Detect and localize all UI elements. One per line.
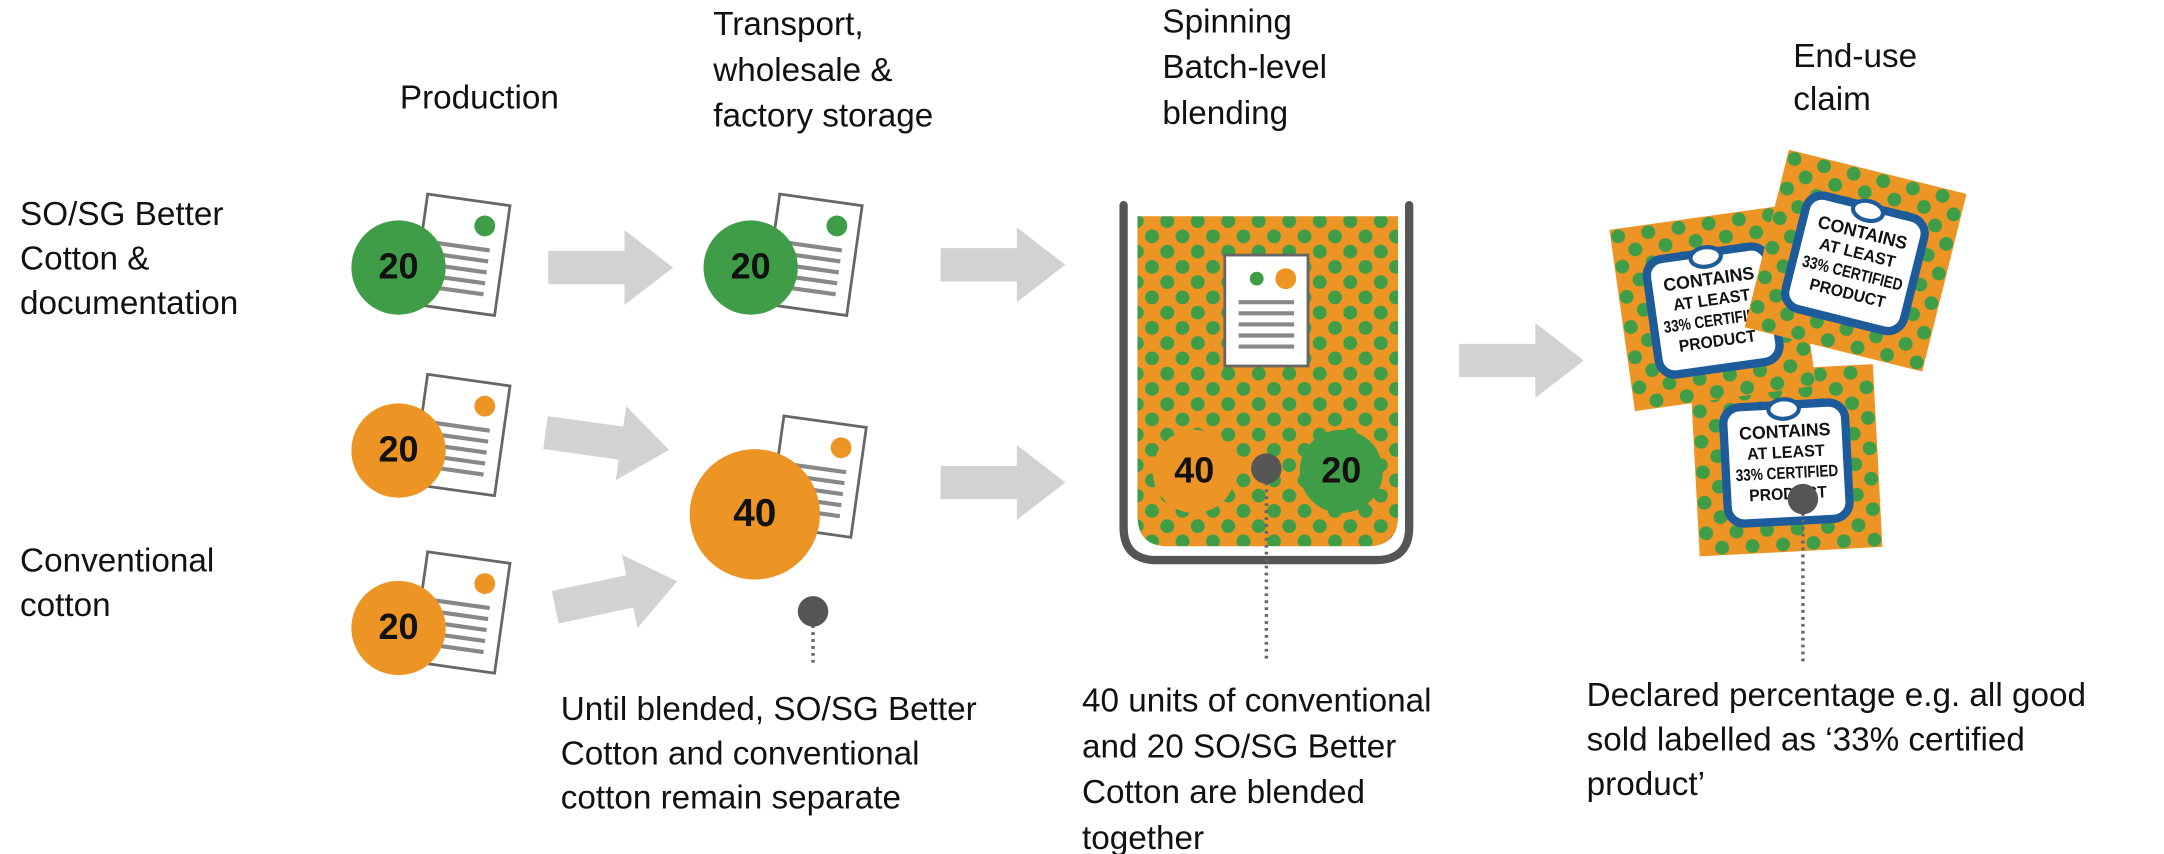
document-dot <box>1275 268 1296 289</box>
badge-number: 20 <box>731 245 771 286</box>
caption: 40 units of conventional <box>1082 683 1432 720</box>
arrow <box>547 545 685 644</box>
pointer-dot <box>1788 484 1819 514</box>
document-dot <box>1250 272 1264 286</box>
row-label: documentation <box>20 285 238 322</box>
column-header: End-use <box>1793 38 1917 75</box>
arrow <box>1459 323 1584 398</box>
caption: sold labelled as ‘33% certified <box>1587 721 2025 758</box>
label-text: AT LEAST <box>1747 441 1826 464</box>
label-logo <box>1768 399 1799 420</box>
badge-number: 20 <box>378 245 418 286</box>
badge-number: 40 <box>1174 449 1214 490</box>
caption: product’ <box>1587 766 1705 803</box>
document <box>1225 255 1308 366</box>
column-subheader: Batch-level <box>1162 49 1327 86</box>
badge-number: 20 <box>378 606 418 647</box>
badge-number: 40 <box>733 492 776 535</box>
pointer-dot <box>798 596 829 627</box>
arrow <box>941 445 1066 520</box>
column-subheader: blending <box>1162 95 1288 132</box>
column-header: claim <box>1793 81 1871 118</box>
row-label: cotton <box>20 587 111 624</box>
column-header: Production <box>400 80 559 117</box>
row-label: Cotton & <box>20 240 149 277</box>
column-header: Spinning <box>1162 3 1291 40</box>
arrow <box>540 395 674 487</box>
column-header: Transport, <box>713 6 863 43</box>
caption: and 20 SO/SG Better <box>1082 728 1396 765</box>
row-label: SO/SG Better <box>20 196 223 233</box>
caption: together <box>1082 820 1204 854</box>
caption: cotton remain separate <box>561 780 901 817</box>
column-header: wholesale & <box>712 52 892 89</box>
arrow <box>941 227 1066 302</box>
diagram: Production Transport, wholesale & factory s… <box>0 0 2164 854</box>
column-header: factory storage <box>713 98 933 135</box>
caption: Declared percentage e.g. all good <box>1587 677 2086 714</box>
badge-number: 20 <box>378 428 418 469</box>
caption: Cotton are blended <box>1082 774 1365 811</box>
arrow <box>548 230 673 305</box>
row-label: Conventional <box>20 543 214 580</box>
caption: Cotton and conventional <box>561 735 920 772</box>
caption: Until blended, SO/SG Better <box>561 691 977 728</box>
pointer-dot <box>1251 453 1282 484</box>
badge-number: 20 <box>1321 449 1361 490</box>
document-page <box>1225 255 1308 366</box>
